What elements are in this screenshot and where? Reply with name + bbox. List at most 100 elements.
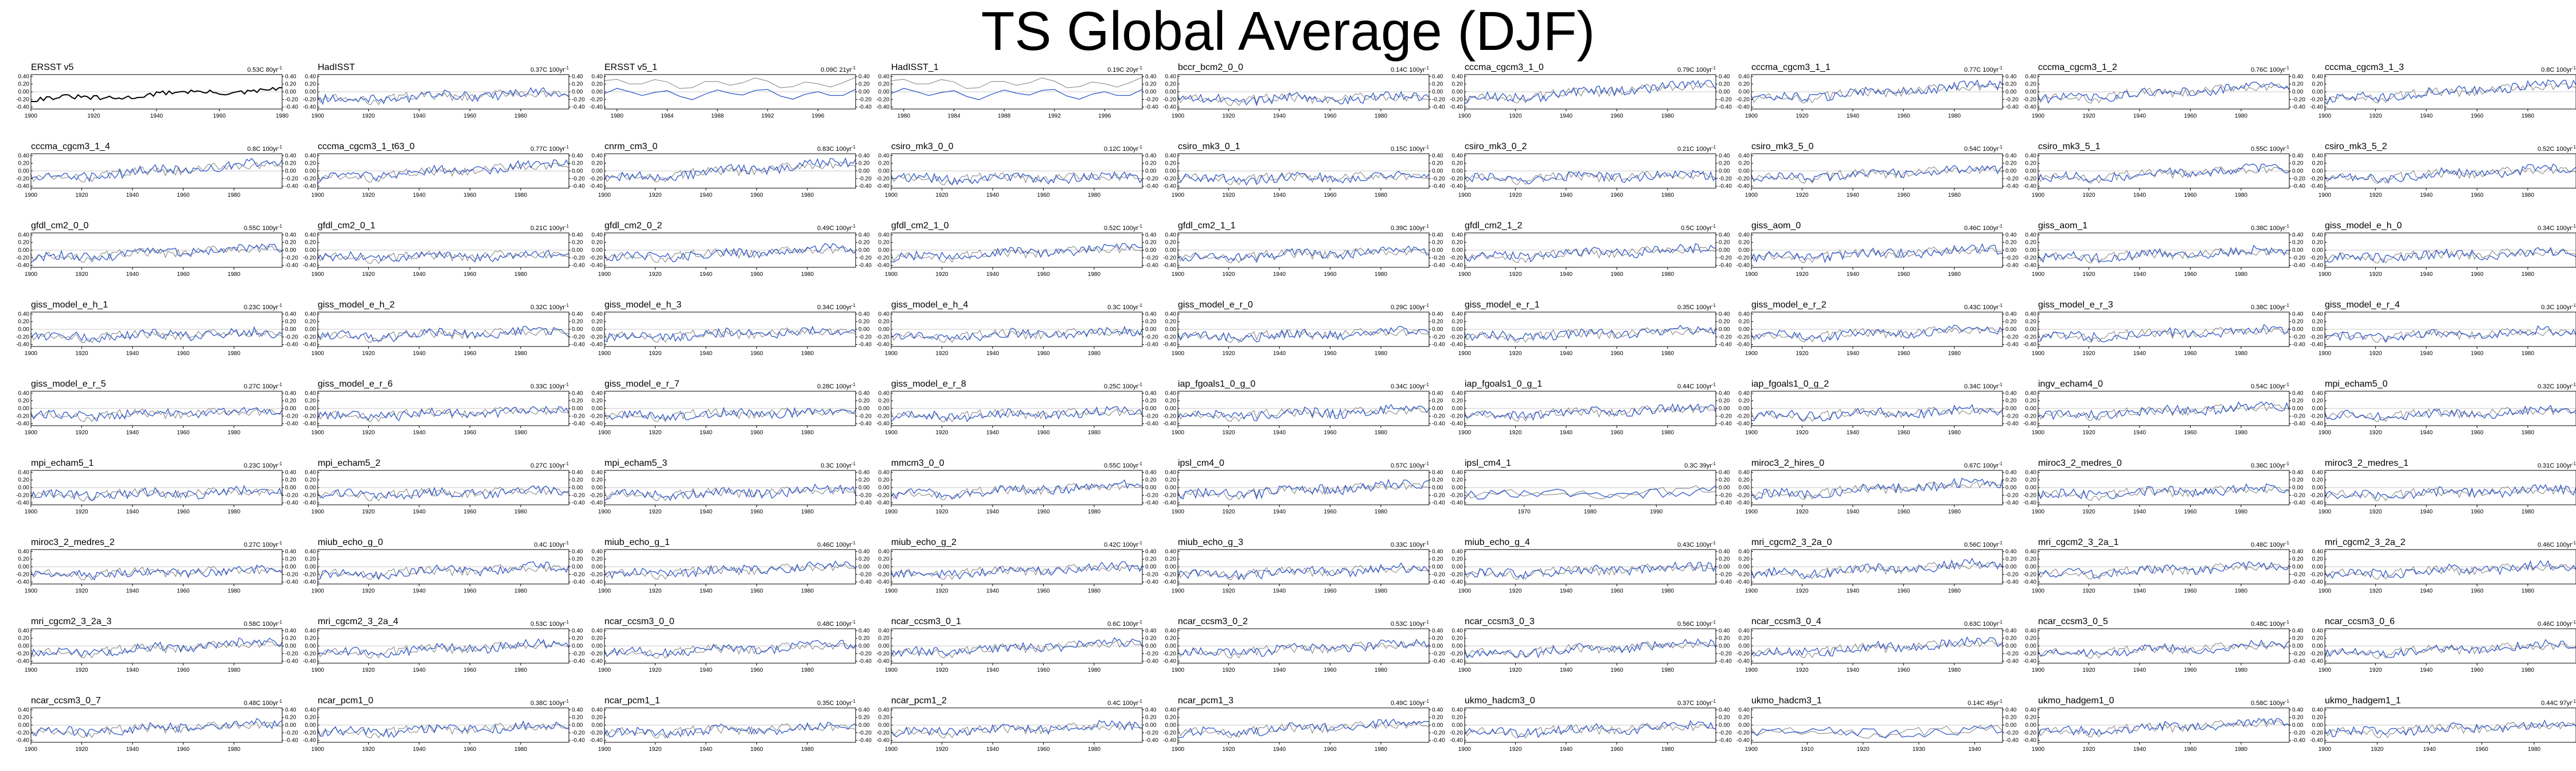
panel-trend-label: 0.58C 100yr-1 [2251, 699, 2290, 707]
y-tick-label: 0.00 [18, 168, 30, 174]
x-tick-label: 1980 [2235, 509, 2248, 515]
chart-panel: csiro_mk3_0_0 0.12C 100yr-1 0.40 0.40 0.20 0.… [876, 141, 1158, 204]
y-tick-label: 0.20 [1739, 477, 1750, 484]
y-tick-label: 0.00 [305, 247, 317, 254]
x-tick-label: 1940 [2420, 113, 2433, 119]
panel-svg: ncar_pcm1_0 0.38C 100yr-10.40 0.400.20 0.20… [303, 696, 585, 753]
y-tick-label-right: -0.40 [572, 342, 585, 348]
panel-name: giss_aom_0 [1751, 221, 1801, 231]
y-tick-label-right: -0.40 [2292, 500, 2305, 507]
y-tick-label-right: 0.20 [285, 240, 296, 246]
y-tick-label-right: 0.40 [2292, 628, 2304, 634]
chart-panel: ncar_ccsm3_0_5 0.48C 100yr-1 0.40 0.40 0.20 0… [2023, 616, 2305, 679]
y-tick-label-right: 0.40 [1432, 73, 1443, 80]
y-tick-label-right: 0.40 [2292, 469, 2304, 476]
x-tick-label: 1980 [1088, 667, 1101, 673]
y-tick-label: 0.40 [18, 707, 30, 713]
panel-name: miroc3_2_medres_0 [2038, 458, 2122, 468]
x-tick-label: 1900 [598, 351, 611, 357]
y-tick-label: 0.00 [1739, 406, 1750, 412]
chart-panel: ncar_ccsm3_0_2 0.53C 100yr-1 0.40 0.40 0.20 0… [1163, 616, 1445, 679]
x-tick-label: 1940 [700, 588, 713, 594]
y-tick-label: 0.20 [18, 636, 30, 642]
y-tick-label: 0.00 [1739, 722, 1750, 729]
y-tick-label-right: -0.40 [858, 659, 872, 665]
chart-panel: ERSST v5 0.53C 80yr-1 0.40 0.40 0.20 0.20 0.00… [16, 62, 298, 125]
x-tick-label: 1960 [750, 351, 763, 357]
x-tick-label: 1920 [87, 113, 100, 119]
y-tick-label: 0.00 [1739, 168, 1750, 174]
y-tick-label-right: 0.40 [1432, 707, 1443, 713]
y-tick-label: 0.20 [18, 477, 30, 484]
y-tick-label-right: 0.00 [858, 326, 870, 333]
panel-trend-label: 0.14C 45yr-1 [1968, 699, 2003, 707]
y-tick-label-right: 0.20 [285, 556, 296, 563]
panel-trend-label: 0.46C 100yr-1 [1964, 224, 2003, 232]
model-series-line [1751, 558, 2003, 579]
y-tick-label-right: 0.20 [1719, 398, 1730, 404]
y-tick-label-right: 0.20 [1145, 715, 1157, 721]
x-tick-label: 1900 [2032, 271, 2045, 278]
observed-series-line [1464, 171, 1716, 185]
x-tick-label: 1940 [126, 667, 139, 673]
y-tick-label-right: 0.40 [858, 73, 870, 80]
x-tick-label: 1980 [2235, 430, 2248, 436]
y-tick-label: -0.20 [2310, 730, 2323, 736]
y-tick-label-right: -0.40 [572, 421, 585, 427]
panel-trend-label: 0.43C 100yr-1 [1677, 540, 1716, 548]
y-tick-label: 0.40 [2025, 311, 2037, 317]
y-tick-label: 0.40 [305, 232, 317, 238]
y-tick-label: -0.40 [2310, 421, 2323, 427]
x-tick-label: 1940 [700, 746, 713, 753]
x-tick-label: 1920 [2082, 271, 2095, 278]
y-tick-label-right: 0.00 [2292, 722, 2304, 729]
y-tick-label-right: 0.20 [1432, 319, 1443, 325]
y-tick-label-right: 0.20 [1719, 636, 1730, 642]
x-tick-label: 1920 [1796, 509, 1809, 515]
y-tick-label: -0.40 [16, 342, 29, 348]
panel-name: mri_cgcm2_3_2a_0 [1751, 538, 1832, 547]
x-tick-label: 1900 [885, 192, 898, 198]
panel-name: miroc3_2_medres_2 [31, 538, 115, 547]
x-tick-label: 1900 [885, 509, 898, 515]
model-series-line [1464, 80, 1716, 104]
y-tick-label-right: 0.20 [285, 715, 296, 721]
y-tick-label-right: -0.20 [1432, 730, 1445, 736]
x-tick-label: 1900 [311, 271, 325, 278]
y-tick-label: -0.20 [876, 730, 889, 736]
panel-trend-label: 0.48C 100yr-1 [2251, 540, 2290, 548]
x-tick-label: 1960 [177, 746, 190, 753]
x-tick-label: 1960 [1037, 271, 1050, 278]
model-series-line [604, 722, 856, 739]
x-tick-label: 1920 [1857, 746, 1870, 753]
x-tick-label: 1920 [1509, 667, 1522, 673]
y-tick-label: 0.40 [592, 469, 603, 476]
y-tick-label: -0.40 [2023, 184, 2036, 190]
observed-series-line [1464, 563, 1716, 580]
y-tick-label: 0.40 [305, 73, 317, 80]
chart-panel: ncar_ccsm3_0_0 0.48C 100yr-1 0.40 0.40 0.20 0… [590, 616, 872, 679]
y-tick-label: 0.20 [305, 715, 317, 721]
y-tick-label-right: -0.20 [285, 571, 298, 578]
y-tick-label-right: 0.20 [1719, 556, 1730, 563]
y-tick-label-right: 0.20 [2005, 715, 2017, 721]
x-tick-label: 1940 [1847, 667, 1860, 673]
y-tick-label-right: 0.40 [858, 548, 870, 555]
y-tick-label: -0.20 [2023, 730, 2036, 736]
panel-svg: ncar_pcm1_1 0.35C 100yr-10.40 0.400.20 0.20… [590, 696, 872, 753]
y-tick-label-right: 0.40 [285, 232, 296, 238]
y-tick-label-right: -0.40 [1432, 104, 1445, 111]
x-tick-label: 1900 [311, 113, 325, 119]
x-tick-label: 1920 [1222, 271, 1235, 278]
x-tick-label: 1900 [885, 351, 898, 357]
panel-trend-label: 0.21C 100yr-1 [530, 224, 569, 232]
panel-svg: giss_model_e_r_40.3C 100yr-10.400.400.20… [2310, 300, 2576, 357]
y-tick-label: 0.20 [2312, 81, 2324, 88]
panel-svg: giss_model_e_h_00.34C 100yr-10.400.400.2… [2310, 221, 2576, 278]
panel-trend-label: 0.36C 100yr-1 [2251, 461, 2290, 469]
chart-panel: gfdl_cm2_0_1 0.21C 100yr-1 0.40 0.40 0.20 0.2… [303, 220, 585, 283]
observed-series-line [1177, 565, 1430, 581]
y-tick-label-right: 0.20 [1145, 636, 1157, 642]
y-tick-label: -0.40 [16, 659, 29, 665]
y-tick-label: -0.40 [2023, 738, 2036, 744]
